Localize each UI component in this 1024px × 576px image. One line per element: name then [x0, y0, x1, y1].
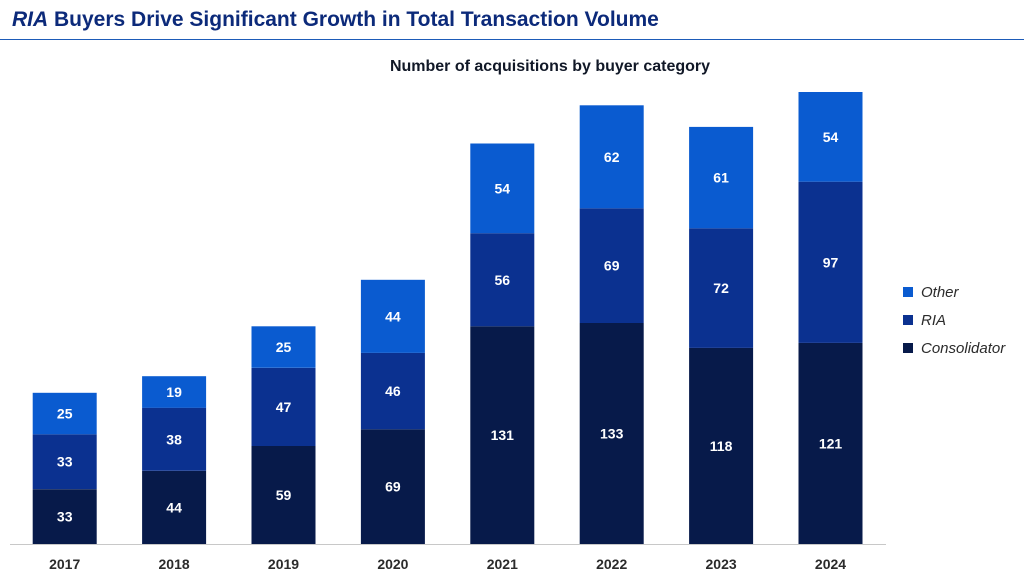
bar-segment-other-2021: [470, 143, 535, 234]
bar-segment-consolidator-2022: [579, 323, 644, 544]
data-label-consolidator-2021: 131: [491, 427, 515, 443]
bar-segment-other-2019: [251, 326, 316, 368]
x-tick-label-2019: 2019: [268, 556, 299, 572]
bar-segment-other-2023: [689, 126, 754, 229]
legend-swatch-other: [903, 287, 913, 297]
bar-segment-consolidator-2024: [798, 342, 863, 544]
bar-segment-consolidator-2021: [470, 326, 535, 544]
data-label-ria-2020: 46: [385, 383, 401, 399]
data-label-ria-2021: 56: [495, 272, 511, 288]
bar-segment-consolidator-2017: [32, 489, 97, 544]
data-label-ria-2019: 47: [276, 399, 292, 415]
data-label-other-2022: 62: [604, 149, 620, 165]
page-title: RIA Buyers Drive Significant Growth in T…: [12, 8, 1024, 32]
bar-segment-consolidator-2023: [689, 347, 754, 544]
data-label-consolidator-2022: 133: [600, 426, 624, 442]
bar-segment-other-2020: [360, 279, 425, 353]
bar-segment-ria-2019: [251, 367, 316, 446]
data-label-other-2017: 25: [57, 406, 73, 422]
bar-segment-ria-2018: [142, 407, 207, 471]
bar-segment-consolidator-2019: [251, 446, 316, 544]
chart-legend: Other RIA Consolidator: [903, 278, 1005, 362]
legend-item-other: Other: [903, 278, 1005, 306]
bar-segment-ria-2024: [798, 181, 863, 343]
page-title-rest: Buyers Drive Significant Growth in Total…: [48, 8, 659, 31]
data-label-consolidator-2023: 118: [710, 438, 733, 454]
x-tick-label-2024: 2024: [815, 556, 846, 572]
x-tick-label-2022: 2022: [596, 556, 627, 572]
x-tick-label-2020: 2020: [377, 556, 408, 572]
data-label-other-2018: 19: [166, 384, 182, 400]
bar-segment-ria-2021: [470, 233, 535, 327]
x-tick-label-2017: 2017: [49, 556, 80, 572]
data-label-other-2020: 44: [385, 308, 401, 324]
legend-label-consolidator: Consolidator: [921, 339, 1006, 357]
data-label-consolidator-2024: 121: [819, 436, 843, 452]
legend-item-ria: RIA: [903, 306, 1005, 334]
data-label-ria-2017: 33: [57, 454, 73, 470]
page-title-emphasis: RIA: [12, 8, 49, 31]
bar-segment-consolidator-2020: [360, 429, 425, 544]
chart-title: Number of acquisitions by buyer category: [389, 58, 711, 75]
data-label-ria-2022: 69: [604, 258, 620, 274]
legend-item-consolidator: Consolidator: [903, 334, 1005, 362]
x-tick-label-2021: 2021: [487, 556, 518, 572]
bar-segment-ria-2020: [360, 352, 425, 430]
x-tick-label-2018: 2018: [159, 556, 190, 572]
bar-segment-ria-2023: [689, 228, 754, 348]
bar-segment-ria-2022: [579, 208, 644, 323]
data-label-consolidator-2017: 33: [57, 509, 73, 525]
data-label-other-2021: 54: [495, 180, 511, 196]
bar-segment-other-2022: [579, 105, 644, 209]
bar-segment-ria-2017: [32, 434, 97, 490]
data-label-other-2024: 54: [823, 129, 839, 145]
data-label-other-2023: 61: [713, 170, 729, 186]
data-label-ria-2023: 72: [713, 280, 729, 296]
bar-segment-other-2018: [142, 376, 207, 408]
bar-segment-other-2024: [798, 92, 863, 182]
legend-swatch-consolidator: [903, 343, 913, 353]
data-label-ria-2024: 97: [823, 254, 839, 270]
bar-segment-other-2017: [32, 392, 97, 435]
data-label-consolidator-2019: 59: [276, 487, 292, 503]
title-divider: [0, 39, 1024, 40]
bar-segment-consolidator-2018: [142, 470, 207, 544]
legend-label-other: Other: [921, 283, 959, 301]
x-tick-label-2023: 2023: [706, 556, 737, 572]
legend-swatch-ria: [903, 315, 913, 325]
data-label-other-2019: 25: [276, 339, 292, 355]
data-label-consolidator-2020: 69: [385, 479, 401, 495]
data-label-ria-2018: 38: [166, 431, 182, 447]
legend-label-ria: RIA: [921, 311, 947, 329]
data-label-consolidator-2018: 44: [166, 499, 182, 515]
